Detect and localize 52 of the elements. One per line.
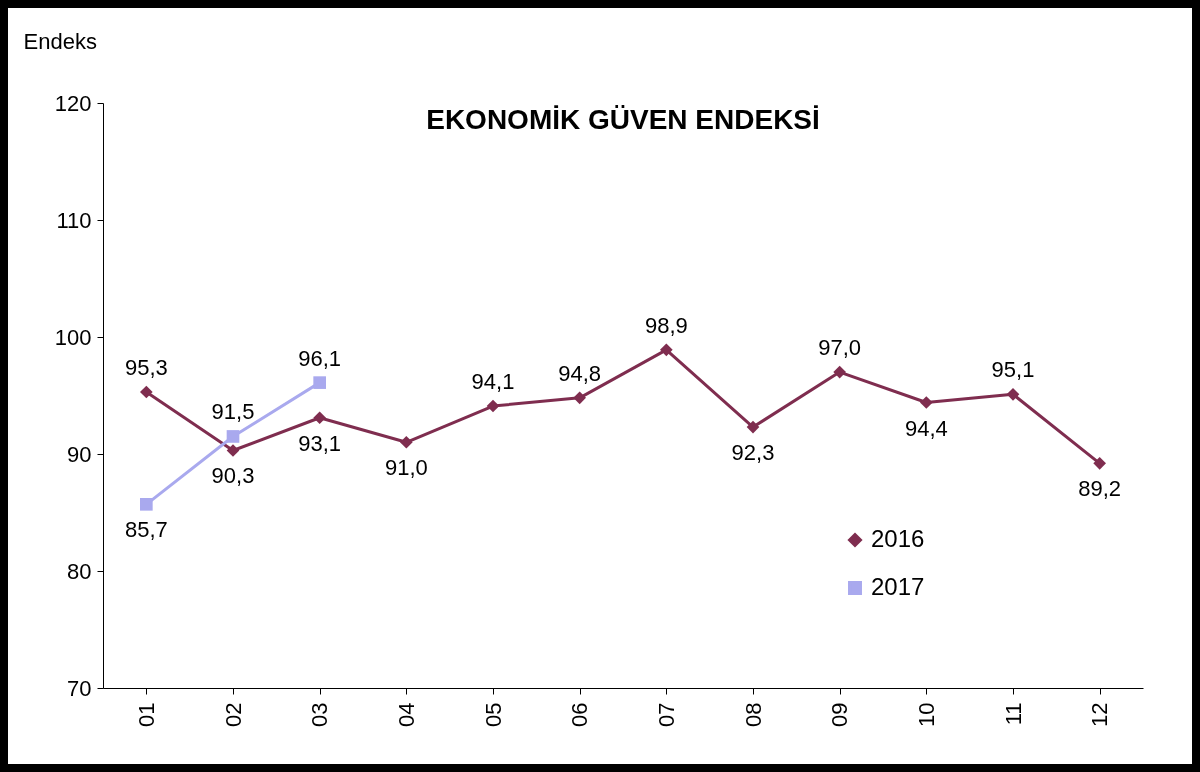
point <box>660 343 673 357</box>
data-label: 91,5 <box>211 399 255 425</box>
point <box>1093 457 1106 470</box>
x-tick-label: 04 <box>393 702 419 727</box>
data-label: 94,4 <box>904 415 948 441</box>
point <box>746 420 760 434</box>
data-label: 90,3 <box>211 463 255 489</box>
data-label: 98,9 <box>644 312 688 338</box>
y-axis-title: Endeks <box>23 28 97 54</box>
x-tick-label: 08 <box>740 702 766 727</box>
legend-label: 2016 <box>871 525 925 552</box>
point <box>1006 388 1020 401</box>
x-tick-label: 06 <box>567 702 593 727</box>
data-label: 97,0 <box>818 335 862 361</box>
point <box>833 365 846 379</box>
x-tick-label: 12 <box>1087 702 1113 727</box>
x-tick-label: 07 <box>653 702 679 727</box>
data-label: 95,3 <box>124 354 168 380</box>
point <box>400 435 413 449</box>
x-tick-label: 11 <box>1000 702 1026 726</box>
legend-label: 2017 <box>871 573 925 600</box>
x-tick-label: 03 <box>307 702 333 727</box>
point <box>313 411 326 425</box>
point <box>140 497 153 511</box>
data-label: 96,1 <box>298 345 342 371</box>
x-tick-label: 02 <box>220 702 246 727</box>
y-tick-label: 120 <box>54 90 92 116</box>
x-tick-label: 10 <box>913 702 939 727</box>
point <box>486 399 500 413</box>
x-tick-label: 09 <box>827 702 853 727</box>
y-tick-label: 110 <box>56 207 92 233</box>
data-label: 89,2 <box>1078 476 1122 502</box>
data-label: 92,3 <box>731 440 775 466</box>
y-tick-label: 80 <box>67 558 92 584</box>
data-label: 94,1 <box>471 369 515 395</box>
x-tick-label: 01 <box>133 702 159 727</box>
data-label: 95,1 <box>991 357 1035 383</box>
point <box>226 444 240 457</box>
point <box>920 396 933 409</box>
y-tick-label: 100 <box>54 324 92 350</box>
x-tick-label: 05 <box>480 702 506 727</box>
data-label: 94,8 <box>558 360 602 386</box>
chart-title: EKONOMİK GÜVEN ENDEKSİ <box>426 104 820 135</box>
y-tick-label: 90 <box>67 441 92 467</box>
point <box>140 385 153 399</box>
data-label: 85,7 <box>124 517 168 543</box>
point <box>226 430 240 443</box>
data-label: 91,0 <box>384 455 428 481</box>
y-tick-label: 70 <box>67 675 92 701</box>
data-label: 93,1 <box>298 430 342 456</box>
point <box>573 391 586 405</box>
point <box>313 376 326 389</box>
